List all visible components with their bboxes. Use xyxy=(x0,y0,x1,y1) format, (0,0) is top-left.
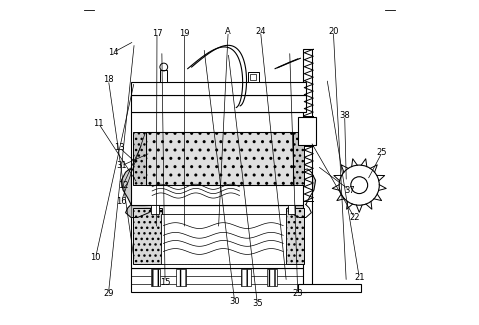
Text: 25: 25 xyxy=(376,148,387,157)
Polygon shape xyxy=(288,204,311,217)
Text: 38: 38 xyxy=(339,111,350,120)
Text: 10: 10 xyxy=(90,254,101,263)
Text: 23: 23 xyxy=(293,289,303,298)
Bar xyxy=(303,49,312,290)
Text: 35: 35 xyxy=(252,299,262,308)
Text: 15: 15 xyxy=(160,278,171,287)
Bar xyxy=(160,70,167,82)
Text: A: A xyxy=(225,27,231,36)
Bar xyxy=(286,208,304,265)
Bar xyxy=(288,205,295,214)
Bar xyxy=(298,117,316,145)
Bar xyxy=(241,269,251,286)
Bar xyxy=(161,214,286,265)
Bar xyxy=(293,132,304,185)
Bar xyxy=(150,269,160,286)
Text: 19: 19 xyxy=(179,29,190,38)
Text: 13: 13 xyxy=(114,143,125,152)
Text: 17: 17 xyxy=(152,29,162,38)
Bar xyxy=(248,72,259,82)
Bar xyxy=(131,268,306,292)
Text: 31: 31 xyxy=(116,161,126,170)
Polygon shape xyxy=(125,204,151,217)
Bar xyxy=(151,205,159,214)
Bar xyxy=(131,112,306,204)
Text: 30: 30 xyxy=(229,297,240,306)
Bar xyxy=(131,204,306,268)
Bar xyxy=(133,132,146,185)
Text: 20: 20 xyxy=(328,27,339,36)
Text: 29: 29 xyxy=(103,289,114,298)
Text: 16: 16 xyxy=(116,197,126,206)
Bar xyxy=(133,208,162,265)
Bar xyxy=(298,284,361,292)
Bar xyxy=(146,132,293,185)
Text: 12: 12 xyxy=(118,181,128,190)
Bar xyxy=(267,269,277,286)
Bar xyxy=(250,74,256,80)
Polygon shape xyxy=(121,169,151,204)
Text: 11: 11 xyxy=(93,119,104,128)
Text: 24: 24 xyxy=(255,27,266,36)
Polygon shape xyxy=(288,169,316,204)
Text: 21: 21 xyxy=(354,273,365,282)
Text: 37: 37 xyxy=(344,186,355,194)
Bar xyxy=(176,269,186,286)
Bar xyxy=(131,95,306,112)
Text: 14: 14 xyxy=(108,48,118,57)
Bar xyxy=(131,82,306,95)
Text: 18: 18 xyxy=(103,75,114,84)
Text: 22: 22 xyxy=(349,213,360,222)
